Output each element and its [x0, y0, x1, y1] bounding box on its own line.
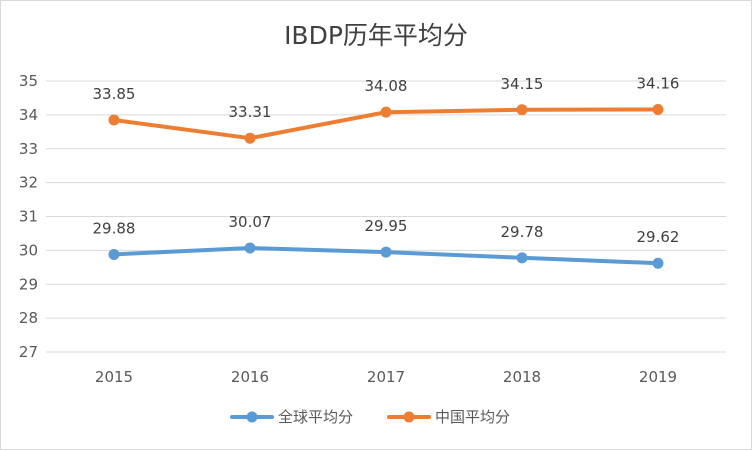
x-axis-ticks: 2015 2016 2017 2018 2019 — [95, 368, 677, 386]
legend-label: 中国平均分 — [435, 408, 510, 426]
data-point — [652, 103, 664, 115]
data-label: 29.95 — [365, 217, 408, 235]
data-point — [652, 257, 664, 269]
data-label: 34.15 — [501, 75, 544, 93]
legend-item: 中国平均分 — [387, 408, 510, 426]
x-tick-label: 2017 — [367, 368, 405, 386]
data-point — [380, 246, 392, 258]
legend-swatch-marker — [246, 411, 258, 423]
y-tick-label: 31 — [19, 208, 38, 226]
data-label: 29.62 — [637, 228, 680, 246]
data-point — [244, 132, 256, 144]
data-point — [516, 252, 528, 264]
data-label: 30.07 — [229, 213, 272, 231]
x-tick-label: 2015 — [95, 368, 133, 386]
x-tick-label: 2019 — [639, 368, 677, 386]
y-tick-label: 27 — [19, 343, 38, 361]
y-axis-ticks: 27 28 29 30 31 32 33 34 35 — [19, 72, 38, 361]
y-tick-label: 28 — [19, 309, 38, 327]
data-label: 33.31 — [229, 103, 272, 121]
series-layer: 29.88 30.07 29.95 29.78 29.62 33.85 33.31 34.08… — [93, 74, 680, 269]
y-tick-label: 32 — [19, 174, 38, 192]
data-point — [516, 104, 528, 116]
chart-title: IBDP历年平均分 — [284, 21, 468, 50]
x-tick-label: 2018 — [503, 368, 541, 386]
data-label: 33.85 — [93, 85, 136, 103]
legend: 全球平均分 中国平均分 — [230, 408, 510, 426]
legend-item: 全球平均分 — [230, 408, 353, 426]
y-tick-label: 30 — [19, 241, 38, 259]
x-tick-label: 2016 — [231, 368, 269, 386]
data-label: 34.16 — [637, 74, 680, 92]
data-point — [108, 248, 120, 260]
legend-label: 全球平均分 — [278, 408, 353, 426]
series-global: 29.88 30.07 29.95 29.78 29.62 — [93, 213, 680, 269]
y-tick-label: 29 — [19, 275, 38, 293]
y-tick-label: 35 — [19, 72, 38, 90]
data-point — [108, 114, 120, 126]
data-point — [380, 106, 392, 118]
y-tick-label: 34 — [19, 106, 38, 124]
y-tick-label: 33 — [19, 140, 38, 158]
data-label: 29.78 — [501, 223, 544, 241]
legend-swatch-marker — [403, 411, 415, 423]
data-label: 34.08 — [365, 77, 408, 95]
gridlines — [46, 80, 726, 353]
series-china: 33.85 33.31 34.08 34.15 34.16 — [93, 74, 680, 144]
data-label: 29.88 — [93, 219, 136, 237]
data-point — [244, 242, 256, 254]
